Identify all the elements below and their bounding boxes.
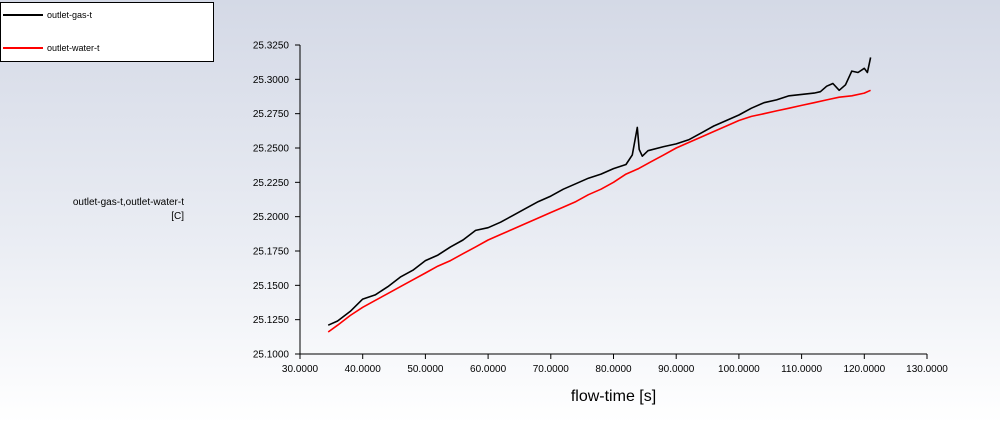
x-tick-label: 80.0000 [595,364,632,375]
legend-label-water: outlet-water-t [47,43,100,53]
x-tick-label: 90.0000 [658,364,695,375]
x-tick-label: 70.0000 [533,364,570,375]
x-tick-label: 100.0000 [718,364,760,375]
y-tick-label: 25.1000 [253,350,290,361]
x-tick-label: 30.0000 [282,364,319,375]
y-tick-label: 25.3250 [253,41,290,52]
y-tick-label: 25.1250 [253,315,290,326]
legend-swatch-gas [3,14,43,16]
y-tick-label: 25.2500 [253,144,290,155]
x-tick-label: 40.0000 [345,364,382,375]
x-tick-label: 60.0000 [470,364,507,375]
chart-axes: 25.1000 25.1250 25.1500 25.1750 25.2000 25.22… [253,41,948,376]
series-line-gas [327,57,872,326]
chart-legend: outlet-gas-t outlet-water-t [0,2,214,62]
x-tick-label: 130.0000 [906,364,948,375]
x-axis-label: flow-time [s] [570,388,657,405]
y-tick-label: 25.2000 [253,212,290,223]
y-tick-label: 25.1500 [253,281,290,292]
legend-label-gas: outlet-gas-t [47,10,93,20]
legend-swatch-water [3,47,43,49]
y-tick-label: 25.3000 [253,75,290,86]
x-tick-label: 50.0000 [407,364,444,375]
y-axis-unit: [C] [171,211,184,222]
y-tick-label: 25.2250 [253,178,290,189]
y-axis-label: outlet-gas-t,outlet-water-t [C] [20,196,184,224]
legend-item-water: outlet-water-t [1,40,100,56]
chart-series [327,57,872,333]
x-tick-label: 110.0000 [781,364,822,375]
series-line-water [327,89,871,333]
y-tick-label: 25.1750 [253,247,290,258]
legend-item-gas: outlet-gas-t [1,7,92,23]
y-tick-label: 25.2750 [253,109,290,120]
x-tick-label: 120.0000 [843,364,885,375]
y-axis-title: outlet-gas-t,outlet-water-t [72,197,184,208]
